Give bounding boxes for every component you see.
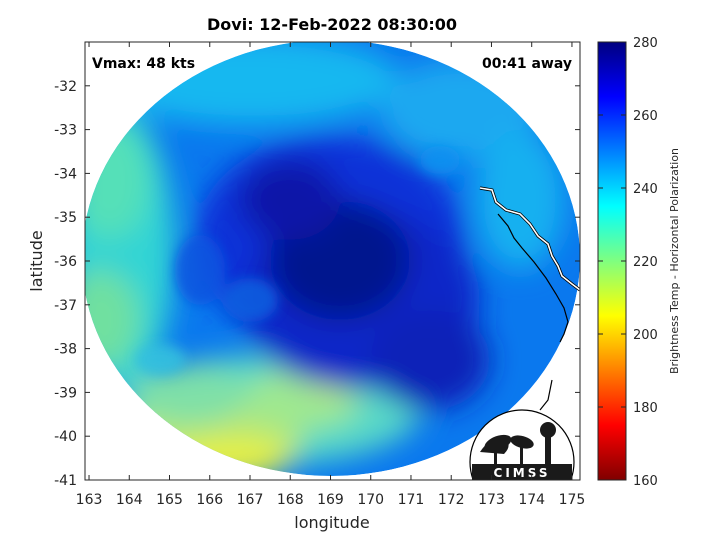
cimss-logo-text: CIMSS: [494, 466, 551, 480]
colorbar-tick-label: 240: [633, 182, 658, 197]
coastline-south: [497, 213, 569, 411]
colorbar-tick-label: 200: [633, 328, 658, 343]
y-tick-label: -33: [54, 123, 77, 139]
cimss-logo: CIMSS: [469, 409, 575, 480]
y-axis-label: latitude: [27, 230, 46, 291]
x-tick-label: 168: [277, 492, 304, 508]
x-tick-label: 167: [237, 492, 264, 508]
x-tick-label: 163: [76, 492, 103, 508]
x-tick-label: 166: [196, 492, 223, 508]
colorbar-tick-label: 280: [633, 36, 658, 51]
y-tick-label: -35: [54, 210, 77, 226]
x-tick-label: 172: [438, 492, 465, 508]
x-axis-label: longitude: [294, 513, 369, 532]
x-tick-label: 170: [357, 492, 384, 508]
time-away-annotation: 00:41 away: [482, 56, 572, 72]
colorbar-ticks: 280 260 240 220 200 180 160: [598, 36, 658, 489]
coastline: [479, 187, 580, 291]
chart-title: Dovi: 12-Feb-2022 08:30:00: [207, 15, 457, 34]
colorbar-tick-label: 220: [633, 255, 658, 270]
y-axis-ticks: -32 -33 -34 -35 -36 -37 -38 -39 -40 -41: [54, 79, 580, 489]
colorbar-tick-label: 160: [633, 474, 658, 489]
x-tick-label: 175: [559, 492, 586, 508]
vmax-annotation: Vmax: 48 kts: [92, 56, 195, 72]
y-tick-label: -32: [54, 79, 77, 95]
x-tick-label: 169: [317, 492, 344, 508]
colorbar-label: Brightness Temp - Horizontal Polarizatio…: [668, 148, 681, 374]
y-tick-label: -40: [54, 429, 77, 445]
x-tick-label: 174: [518, 492, 545, 508]
x-tick-label: 173: [478, 492, 505, 508]
x-axis-ticks: 163 164 165 166 167 168 169 170 171 172 173 174 175: [76, 42, 586, 508]
y-tick-label: -38: [54, 342, 77, 358]
y-tick-label: -41: [54, 473, 77, 489]
y-tick-label: -34: [54, 166, 77, 182]
x-tick-label: 164: [116, 492, 143, 508]
y-tick-label: -39: [54, 385, 77, 401]
x-tick-label: 171: [398, 492, 425, 508]
colorbar-tick-label: 180: [633, 401, 658, 416]
y-tick-label: -37: [54, 298, 77, 314]
y-tick-label: -36: [54, 254, 77, 270]
x-tick-label: 165: [156, 492, 183, 508]
colorbar-tick-label: 260: [633, 109, 658, 124]
